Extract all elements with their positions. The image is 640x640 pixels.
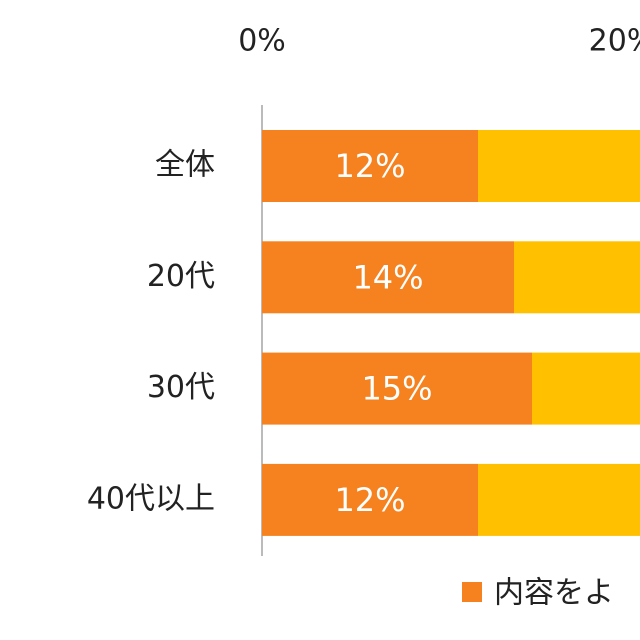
data-label: 15% xyxy=(361,370,432,408)
category-label: 全体 xyxy=(155,148,215,183)
category-label: 20代 xyxy=(147,259,215,294)
category-label: 30代 xyxy=(147,370,215,405)
bar-segment xyxy=(262,130,478,202)
bar-rest xyxy=(532,352,640,425)
data-label: 14% xyxy=(352,258,423,296)
bar-segment xyxy=(262,241,514,314)
bar-rest xyxy=(514,241,640,314)
bar-rest xyxy=(478,130,640,202)
bar-rest xyxy=(478,463,640,536)
legend-label: 内容をよ xyxy=(494,576,614,611)
legend-swatch xyxy=(462,582,482,602)
category-label: 40代以上 xyxy=(87,481,215,516)
x-tick-label: 20% xyxy=(589,24,640,59)
data-label: 12% xyxy=(334,147,405,185)
data-label: 12% xyxy=(334,481,405,519)
x-tick-label: 0% xyxy=(238,24,286,59)
bar-segment xyxy=(262,463,478,536)
bar-segment xyxy=(262,352,532,425)
